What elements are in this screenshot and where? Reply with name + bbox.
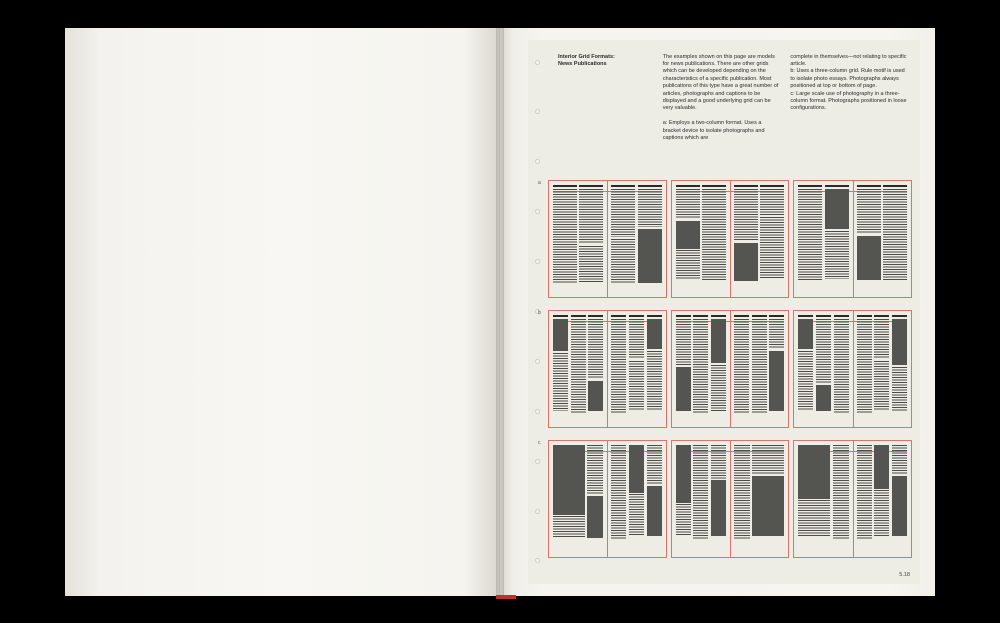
title-line-1: Interior Grid Formats:: [558, 54, 615, 60]
row-a: a: [548, 180, 912, 298]
spread-c3: [793, 440, 912, 558]
spread-a3: [793, 180, 912, 298]
spread-b1: [548, 310, 667, 428]
paragraph-5: c: Large scale use of photography in a t…: [790, 91, 906, 112]
body-column-2: complete in themselves—not relating to s…: [790, 54, 908, 143]
header-text: Interior Grid Formats: News Publications…: [558, 54, 908, 143]
layout-diagrams: a: [548, 180, 912, 570]
open-book: Interior Grid Formats: News Publications…: [65, 28, 935, 596]
spine-shadow: [496, 28, 504, 596]
label-a: a: [538, 180, 541, 186]
spread-c2: [671, 440, 790, 558]
page-title: Interior Grid Formats: News Publications: [558, 54, 653, 143]
left-page: [65, 28, 500, 596]
body-column-1: The examples shown on this page are mode…: [663, 54, 781, 143]
page-number: 5.18: [899, 572, 910, 578]
paragraph-1: The examples shown on this page are mode…: [663, 54, 779, 112]
spread-b2: [671, 310, 790, 428]
row-b: b: [548, 310, 912, 428]
label-c: c: [538, 440, 541, 446]
paragraph-2: a: Employs a two-column format. Uses a b…: [663, 120, 765, 141]
spread-b3: [793, 310, 912, 428]
label-b: b: [538, 310, 541, 316]
title-line-2: News Publications: [558, 61, 607, 67]
spread-c1: [548, 440, 667, 558]
content-sheet: Interior Grid Formats: News Publications…: [528, 40, 920, 584]
paragraph-3: complete in themselves—not relating to s…: [790, 54, 906, 67]
right-page: Interior Grid Formats: News Publications…: [500, 28, 935, 596]
ribbon-marker: [496, 595, 516, 599]
spread-a2: [671, 180, 790, 298]
spread-a1: [548, 180, 667, 298]
row-c: c: [548, 440, 912, 558]
paragraph-4: b: Uses a three-column grid. Rule motif …: [790, 68, 904, 89]
